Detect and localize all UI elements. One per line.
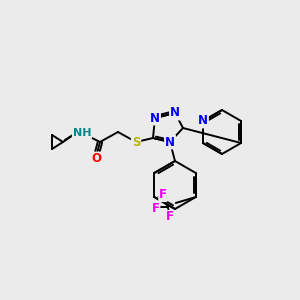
Text: N: N bbox=[150, 112, 160, 124]
Text: S: S bbox=[132, 136, 140, 148]
Text: F: F bbox=[166, 211, 174, 224]
Text: N: N bbox=[165, 136, 175, 148]
Text: O: O bbox=[91, 152, 101, 166]
Text: N: N bbox=[198, 115, 208, 128]
Text: F: F bbox=[159, 188, 167, 202]
Text: N: N bbox=[170, 106, 180, 119]
Text: NH: NH bbox=[73, 128, 91, 138]
Text: F: F bbox=[152, 202, 160, 215]
